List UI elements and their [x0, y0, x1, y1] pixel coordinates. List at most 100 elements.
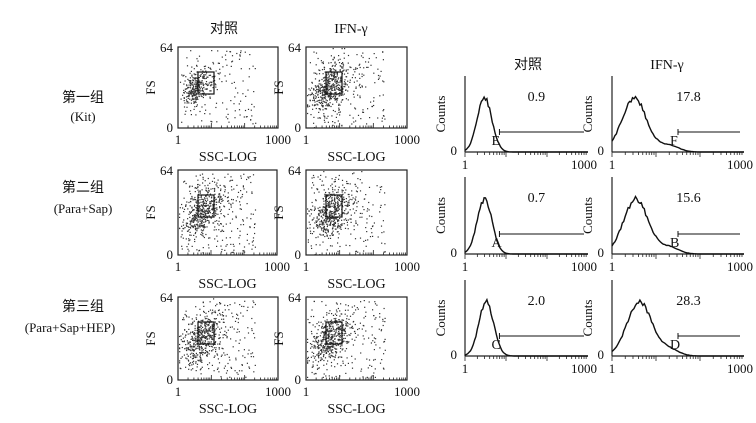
scatter-dot: [345, 320, 347, 323]
scatter-dot: [188, 360, 190, 362]
scatter-dot: [221, 314, 223, 316]
scatter-dot: [347, 203, 349, 205]
scatter-dot: [340, 76, 342, 78]
scatter-dot: [338, 198, 341, 200]
scatter-dot: [322, 345, 324, 347]
scatter-dot: [355, 250, 357, 253]
scatter-dot: [184, 90, 186, 93]
scatter-dot: [350, 218, 352, 220]
scatter-dot: [309, 62, 311, 64]
scatter-dot: [381, 242, 383, 244]
scatter-dot: [333, 69, 335, 71]
scatter-dot: [333, 219, 335, 221]
scatter-dot: [200, 358, 202, 360]
x-tick-label: 1000: [571, 259, 597, 274]
scatter-dot: [250, 218, 252, 220]
scatter-dot: [193, 77, 195, 79]
scatter-dot: [186, 201, 188, 203]
scatter-dot: [332, 199, 334, 201]
scatter-dot: [328, 335, 330, 337]
scatter-dot: [381, 120, 383, 122]
scatter-dot: [325, 218, 327, 220]
scatter-dot: [339, 80, 341, 82]
scatter-dot: [354, 339, 356, 341]
scatter-dot: [338, 103, 340, 105]
scatter-dot: [374, 301, 376, 303]
scatter-dot: [336, 197, 338, 199]
scatter-dot: [206, 317, 208, 320]
scatter-dot: [334, 185, 337, 187]
scatter-dot: [383, 231, 385, 233]
scatter-dot: [338, 328, 340, 330]
scatter-dot: [184, 113, 186, 115]
scatter-dot: [246, 178, 248, 181]
scatter-dot: [317, 219, 319, 221]
scatter-dot: [201, 352, 203, 354]
scatter-dot: [328, 215, 331, 217]
scatter-dot: [199, 356, 201, 358]
scatter-dot: [223, 318, 225, 320]
scatter-dot: [183, 181, 185, 183]
scatter-dot: [205, 213, 207, 215]
scatter-dot: [224, 195, 226, 198]
scatter-dot: [193, 108, 195, 110]
scatter-dot: [198, 202, 201, 204]
scatter-dot: [307, 227, 309, 229]
scatter-dot: [194, 225, 196, 228]
scatter-dot: [183, 106, 186, 108]
scatter-dot: [201, 351, 203, 353]
scatter-dot: [313, 88, 315, 90]
scatter-dot: [341, 356, 343, 358]
scatter-dot: [200, 222, 202, 224]
histogram-curve: [464, 95, 588, 153]
scatter-dot: [220, 213, 222, 215]
scatter-dot: [319, 206, 321, 208]
scatter-dot: [331, 337, 333, 339]
scatter-dot: [241, 193, 244, 196]
scatter-dot: [344, 79, 346, 81]
scatter-dot: [318, 212, 320, 215]
group-1-sub: (Kit): [70, 109, 95, 124]
scatter-dot: [356, 191, 358, 193]
scatter-dot: [336, 191, 338, 194]
scatter-dot: [225, 237, 227, 239]
scatter-dot: [384, 243, 386, 245]
scatter-dot: [182, 75, 184, 77]
scatter-dot: [191, 345, 193, 347]
scatter-dot: [254, 232, 256, 235]
scatter-dot: [202, 329, 205, 331]
scatter-dot: [179, 207, 181, 209]
scatter-dot: [367, 208, 369, 210]
scatter-dot: [331, 232, 333, 234]
scatter-dot: [333, 181, 335, 183]
scatter-dot: [337, 339, 340, 341]
scatter-dot: [322, 94, 324, 96]
scatter-dot: [209, 237, 211, 239]
scatter-dot: [211, 82, 213, 84]
scatter-dot: [345, 200, 347, 203]
scatter-dot: [217, 195, 220, 198]
scatter-dot: [199, 369, 201, 371]
scatter-dot: [339, 245, 341, 248]
scatter-dot: [353, 305, 356, 307]
scatter-dot: [324, 117, 326, 119]
scatter-dot: [203, 227, 205, 229]
scatter-dot: [194, 90, 196, 92]
scatter-dot: [311, 346, 313, 348]
scatter-dot: [213, 318, 215, 320]
scatter-dot: [221, 230, 223, 232]
scatter-dot: [218, 220, 220, 222]
scatter-dot: [339, 375, 341, 377]
scatter-dot: [190, 114, 192, 116]
scatter-dot: [190, 85, 192, 87]
scatter-dot: [216, 303, 218, 305]
scatter-dot: [192, 354, 194, 356]
scatter-dot: [218, 62, 220, 64]
scatter-dot: [240, 224, 242, 226]
scatter-dot: [334, 338, 336, 340]
scatter-dot: [203, 311, 205, 313]
scatter-dot: [190, 110, 192, 112]
scatter-dot: [189, 77, 191, 79]
scatter-dot: [196, 81, 198, 83]
